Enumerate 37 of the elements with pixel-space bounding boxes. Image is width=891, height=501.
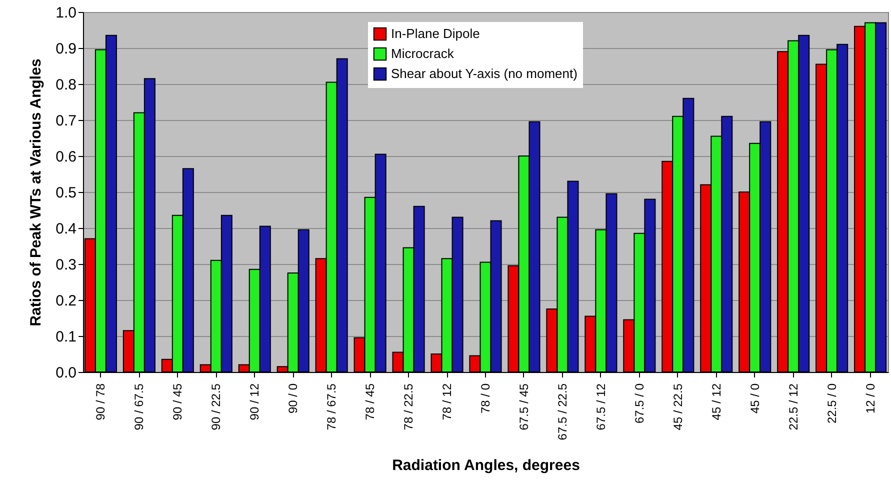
- y-tick-label: 0.8: [56, 76, 76, 94]
- y-tick-label: 0.3: [56, 256, 76, 274]
- x-tick-label: 90 / 78: [94, 383, 108, 420]
- y-tick-label: 0.5: [56, 184, 76, 202]
- x-tick-label: 67.5 / 12: [594, 383, 608, 430]
- x-tick-label: 78 / 67.5: [324, 383, 339, 430]
- y-tick-label: 0.2: [56, 292, 76, 310]
- legend-label: Microcrack: [391, 46, 454, 61]
- x-axis-title: Radiation Angles, degrees: [392, 457, 580, 474]
- x-tick-label: 78 / 45: [363, 383, 378, 420]
- x-tick-label: 12 / 0: [863, 383, 878, 414]
- x-tick-label: 78 / 22.5: [402, 383, 416, 430]
- x-tick-label: 22.5 / 12: [786, 383, 800, 430]
- x-tick-label: 67.5 / 22.5: [555, 383, 570, 440]
- x-tick-label: 90 / 22.5: [209, 383, 224, 430]
- y-axis-title: Ratios of Peak WTs at Various Angles: [28, 58, 45, 326]
- legend-label: In-Plane Dipole: [391, 26, 480, 41]
- x-tick-label: 90 / 12: [248, 383, 262, 420]
- y-tick-label: 0.4: [56, 220, 76, 238]
- x-tick-label: 90 / 67.5: [132, 383, 146, 430]
- y-tick-label: 0.7: [56, 112, 76, 130]
- y-tick-label: 0.9: [56, 40, 76, 58]
- x-tick-label: 67.5 / 0: [632, 383, 646, 424]
- x-tick-label: 90 / 45: [170, 383, 185, 420]
- x-tick-label: 67.5 / 45: [516, 383, 531, 430]
- x-tick-label: 22.5 / 0: [824, 383, 839, 424]
- y-tick-label: 0.6: [56, 148, 76, 166]
- x-tick-label: 90 / 0: [286, 383, 300, 414]
- x-tick-label: 78 / 12: [440, 383, 454, 420]
- x-tick-label: 45 / 12: [709, 383, 724, 420]
- y-tick-label: 0.0: [56, 364, 76, 382]
- x-tick-label: 78 / 0: [478, 383, 492, 414]
- y-tick-label: 1.0: [56, 4, 76, 22]
- x-tick-label: 45 / 0: [748, 383, 762, 414]
- legend-label: Shear about Y-axis (no moment): [391, 66, 578, 81]
- y-tick-label: 0.1: [56, 328, 76, 346]
- x-tick-label: 45 / 22.5: [670, 383, 685, 430]
